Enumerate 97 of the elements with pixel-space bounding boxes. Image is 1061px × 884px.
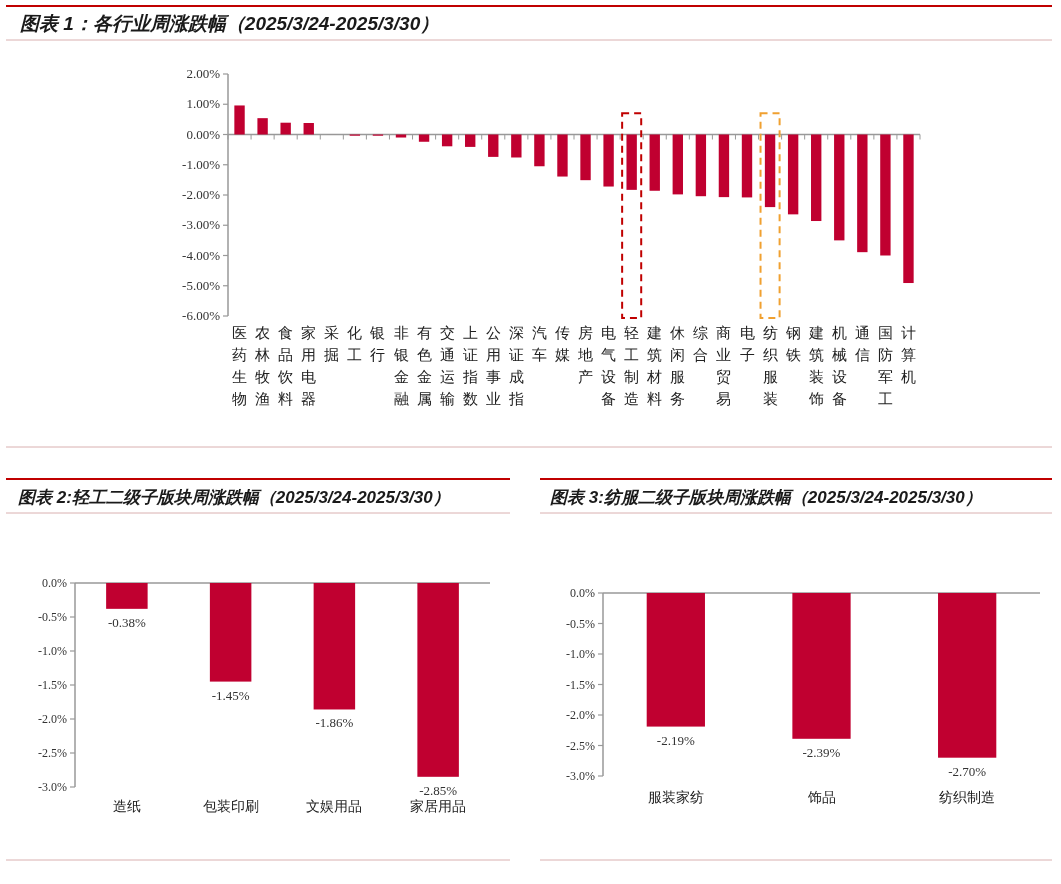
x-tick-label: 上证指数 <box>461 325 478 407</box>
bar <box>257 118 268 135</box>
x-tick-label: 纺织服装 <box>762 325 778 407</box>
bar <box>857 134 868 253</box>
x-tick-label: 采掘 <box>324 325 340 363</box>
x-tick-label: 有色金属 <box>416 325 432 407</box>
y-tick-label: -1.0% <box>38 644 67 658</box>
y-tick-label: 0.00% <box>186 126 221 142</box>
y-tick-label: -3.00% <box>182 217 221 233</box>
bar <box>234 105 245 135</box>
bar <box>718 134 730 198</box>
x-tick-label: 计算机 <box>900 325 916 385</box>
bar <box>672 134 683 195</box>
bar <box>534 134 545 167</box>
y-tick-label: -2.0% <box>38 712 67 726</box>
x-tick-label: 饰品 <box>806 790 836 805</box>
x-tick-label: 轻工制造 <box>624 325 640 407</box>
y-tick-label: -3.0% <box>566 769 595 783</box>
x-tick-label: 建筑材料 <box>646 325 663 407</box>
x-tick-label: 化工 <box>347 325 363 363</box>
x-tick-label: 非银金融 <box>392 325 409 407</box>
x-tick-label: 钢铁 <box>784 325 801 363</box>
bar <box>441 134 453 147</box>
x-tick-label: 休闲服务 <box>670 325 686 407</box>
y-tick-label: -2.0% <box>566 708 595 722</box>
bar <box>303 123 314 135</box>
y-tick-label: -2.00% <box>182 187 221 202</box>
bar <box>695 134 707 197</box>
bar <box>787 134 799 215</box>
bar <box>903 134 914 284</box>
data-label: -1.45% <box>211 687 250 703</box>
y-tick-label: 1.00% <box>186 96 221 112</box>
x-tick-label: 包装印刷 <box>202 799 259 814</box>
y-tick-label: -0.5% <box>38 610 67 624</box>
x-tick-label: 国防军工 <box>877 325 893 407</box>
bar <box>395 134 407 138</box>
x-tick-label: 电子 <box>739 325 755 363</box>
x-tick-label: 综合 <box>693 325 709 363</box>
x-tick-label: 家用电器 <box>301 325 317 407</box>
y-tick-label: -2.5% <box>38 746 67 760</box>
x-tick-label: 家居用品 <box>410 799 467 814</box>
bar <box>418 134 430 142</box>
chart-title: 图表 1：各行业周涨跌幅（2025/3/24-2025/3/30） <box>20 13 440 34</box>
data-label: -0.38% <box>107 614 146 630</box>
x-tick-label: 深证成指 <box>507 325 524 407</box>
data-label: -1.86% <box>315 715 354 731</box>
bar <box>465 134 476 147</box>
y-tick-label: -5.00% <box>182 277 221 293</box>
x-tick-label: 电气设备 <box>601 325 617 407</box>
x-tick-label: 机械设备 <box>831 325 847 407</box>
bar <box>741 134 753 198</box>
chart-title: 图表 2:轻工二级子版块周涨跌幅（2025/3/24-2025/3/30） <box>18 488 450 507</box>
x-tick-label: 商业贸易 <box>716 325 732 407</box>
y-tick-label: -0.5% <box>566 616 595 631</box>
bar <box>488 134 499 157</box>
x-tick-label: 银行 <box>369 325 386 363</box>
bar <box>626 134 637 190</box>
x-tick-label: 房地产 <box>577 325 594 385</box>
y-tick-label: -4.00% <box>182 247 221 263</box>
x-tick-label: 纺织制造 <box>939 790 996 805</box>
y-tick-label: -1.0% <box>566 647 595 661</box>
y-tick-label: -1.5% <box>38 678 67 692</box>
x-tick-label: 造纸 <box>112 799 141 814</box>
x-tick-label: 交通运输 <box>439 325 455 407</box>
x-tick-label: 建筑装饰 <box>807 325 824 407</box>
bar <box>764 134 776 208</box>
y-tick-label: -1.5% <box>566 677 595 692</box>
bar <box>511 134 522 158</box>
y-tick-label: 2.00% <box>186 66 221 81</box>
x-tick-label: 通信 <box>854 325 870 363</box>
data-label: -2.19% <box>656 732 695 748</box>
y-tick-label: -2.5% <box>566 738 595 753</box>
x-tick-label: 公用事业 <box>485 325 501 407</box>
bar <box>557 134 568 177</box>
bar <box>580 134 591 181</box>
data-label: -2.85% <box>419 782 458 798</box>
x-tick-label: 医药生物 <box>232 325 248 407</box>
bar <box>280 122 291 135</box>
data-label: -2.70% <box>948 763 987 779</box>
bar <box>880 134 891 256</box>
y-tick-label: -1.00% <box>182 156 221 172</box>
data-label: -2.39% <box>802 744 841 760</box>
x-tick-label: 农林牧渔 <box>254 325 271 407</box>
y-tick-label: -6.00% <box>182 308 221 323</box>
chart-title: 图表 3:纺服二级子版块周涨跌幅（2025/3/24-2025/3/30） <box>550 488 982 507</box>
y-tick-label: -3.0% <box>38 780 67 794</box>
bar <box>811 134 822 222</box>
x-tick-label: 汽车 <box>531 325 547 363</box>
bar <box>649 134 660 191</box>
bar <box>834 134 845 241</box>
x-tick-label: 传媒 <box>554 325 570 363</box>
y-tick-label: 0.0% <box>42 576 67 590</box>
bar <box>603 134 614 187</box>
x-tick-label: 食品饮料 <box>277 325 294 407</box>
y-tick-label: 0.0% <box>570 586 595 600</box>
x-tick-label: 文娱用品 <box>306 799 363 814</box>
x-tick-label: 服装家纺 <box>647 790 704 805</box>
